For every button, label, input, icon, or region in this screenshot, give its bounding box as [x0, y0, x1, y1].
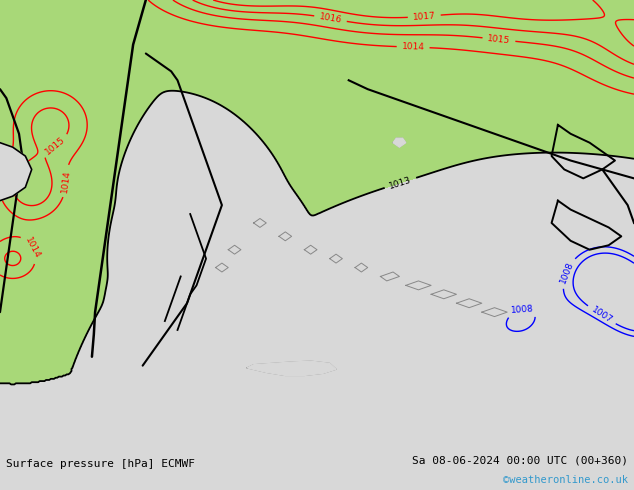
Polygon shape: [393, 138, 406, 147]
Text: 1015: 1015: [44, 135, 67, 157]
Text: 1015: 1015: [487, 34, 511, 45]
Text: 1008: 1008: [558, 260, 575, 285]
Text: Surface pressure [hPa] ECMWF: Surface pressure [hPa] ECMWF: [6, 460, 195, 469]
Polygon shape: [247, 361, 336, 375]
Polygon shape: [0, 143, 32, 201]
Text: 1014: 1014: [23, 236, 42, 260]
Text: 1014: 1014: [401, 42, 425, 52]
Text: 1017: 1017: [413, 11, 436, 22]
Text: 1013: 1013: [388, 175, 413, 191]
Text: 1016: 1016: [318, 12, 342, 25]
Text: 1008: 1008: [511, 304, 534, 315]
Text: ©weatheronline.co.uk: ©weatheronline.co.uk: [503, 475, 628, 485]
Text: 1007: 1007: [590, 305, 614, 325]
Text: Sa 08-06-2024 00:00 UTC (00+360): Sa 08-06-2024 00:00 UTC (00+360): [411, 455, 628, 465]
Text: 1014: 1014: [60, 169, 72, 193]
